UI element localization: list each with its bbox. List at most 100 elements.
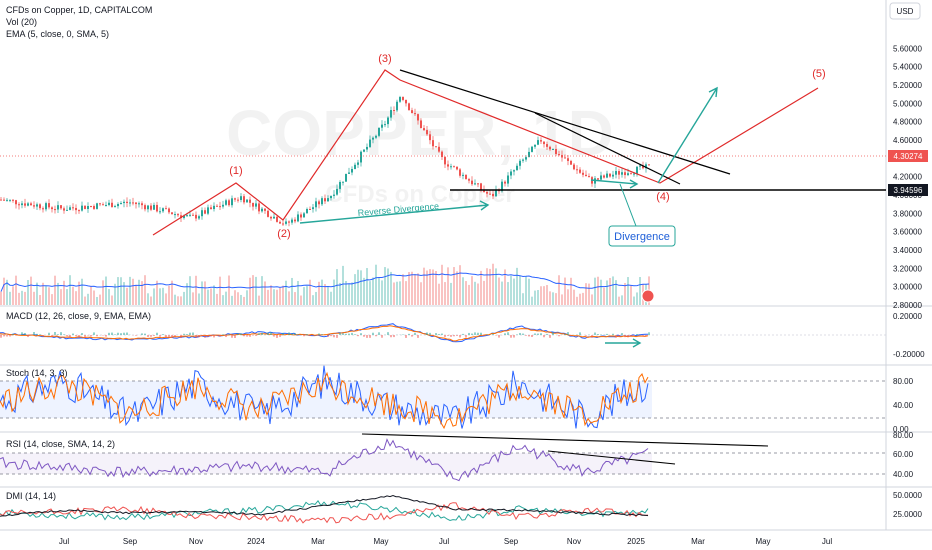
rsi-trendline-short — [547, 450, 676, 465]
arrow-reverse-divergence — [299, 200, 490, 224]
macd-hist-bar — [453, 335, 455, 337]
macd-hist-bar — [144, 333, 146, 335]
volume-bar — [507, 282, 509, 305]
candle-body — [0, 199, 2, 201]
candle-body — [84, 205, 86, 209]
candle-body — [384, 124, 386, 126]
volume-bar — [189, 276, 191, 305]
volume-bar — [609, 277, 611, 305]
candle-body — [177, 214, 179, 216]
time-tick-label: Sep — [504, 537, 519, 546]
volume-bar — [174, 294, 176, 305]
volume-bar — [543, 286, 545, 305]
macd-hist-bar — [147, 335, 149, 338]
macd-hist-bar — [192, 332, 194, 335]
price-tick-label: 2.80000 — [893, 301, 922, 310]
rsi-legend[interactable]: RSI (14, close, SMA, 14, 2) — [6, 439, 115, 449]
candle-body — [144, 205, 146, 210]
wave-5-label: (5) — [812, 68, 825, 80]
candle-body — [444, 157, 446, 165]
candle-body — [387, 117, 389, 125]
macd-hist-bar — [492, 333, 494, 335]
candle-body — [495, 189, 497, 197]
macd-hist-bar — [648, 332, 650, 335]
macd-hist-bar — [447, 335, 449, 336]
macd-hist-bar — [186, 334, 188, 335]
indicator-tick-label: 40.00 — [893, 401, 914, 410]
volume-bar — [492, 263, 494, 305]
macd-hist-bar — [327, 335, 329, 337]
rsi-line — [0, 438, 649, 482]
indicator-tick-label: 25.0000 — [893, 510, 922, 519]
volume-bar — [96, 296, 98, 305]
candle-body — [327, 198, 329, 202]
candle-body — [3, 199, 5, 201]
price-tick-label: 3.20000 — [893, 264, 922, 273]
price-axis[interactable]: 5.60000 5.40000 5.20000 5.00000 4.80000 4.600… — [893, 44, 922, 310]
candle-body — [324, 198, 326, 202]
candle-body — [291, 219, 293, 223]
dmi-legend[interactable]: DMI (14, 14) — [6, 491, 56, 501]
candle-body — [390, 110, 392, 118]
wave-4-label: (4) — [656, 191, 669, 203]
volume-bar — [171, 280, 173, 305]
macd-hist-bar — [438, 334, 440, 335]
time-axis[interactable]: Jul Sep Nov 2024 Mar May Jul Sep Nov 2025 Mar May Ju… — [59, 537, 832, 546]
volume-bar — [15, 275, 17, 305]
indicator-tick-label: -0.20000 — [893, 350, 925, 359]
macd-hist-bar — [12, 333, 14, 335]
macd-hist-bar — [174, 335, 176, 337]
volume-bar — [390, 271, 392, 305]
stoch-legend[interactable]: Stoch (14, 3, 3) — [6, 368, 68, 378]
macd-hist-bar — [150, 335, 152, 337]
volume-bar — [120, 277, 122, 305]
ema-legend[interactable]: EMA (5, close, 0, SMA, 5) — [6, 29, 109, 39]
volume-bar — [285, 280, 287, 305]
candle-body — [126, 201, 128, 204]
macd-hist-bar — [597, 334, 599, 335]
volume-bar — [312, 295, 314, 305]
candle-body — [417, 114, 419, 121]
volume-bar — [453, 267, 455, 305]
candle-body — [615, 171, 617, 175]
candle-body — [480, 183, 482, 190]
volume-bar — [486, 268, 488, 305]
macd-hist-bar — [216, 335, 218, 336]
candle-body — [249, 199, 251, 203]
macd-hist-bar — [6, 335, 8, 337]
volume-bar — [387, 268, 389, 305]
macd-hist-bar — [348, 333, 350, 335]
volume-bar — [78, 281, 80, 305]
volume-legend[interactable]: Vol (20) — [6, 17, 37, 27]
symbol-title[interactable]: CFDs on Copper, 1D, CAPITALCOM — [6, 5, 152, 15]
volume-bar — [339, 282, 341, 305]
candle-body — [120, 203, 122, 205]
candle-body — [165, 208, 167, 210]
volume-bar — [153, 288, 155, 305]
candle-body — [642, 165, 644, 169]
candle-body — [351, 169, 353, 173]
volume-bar — [216, 293, 218, 305]
candle-body — [612, 174, 614, 177]
volume-bar — [201, 281, 203, 305]
candle-body — [585, 174, 587, 177]
macd-hist-bar — [276, 335, 278, 338]
volume-bar — [183, 291, 185, 305]
volume-bar — [192, 292, 194, 305]
macd-hist-bar — [459, 335, 461, 338]
macd-legend[interactable]: MACD (12, 26, close, 9, EMA, EMA) — [6, 311, 151, 321]
candle-body — [222, 204, 224, 207]
candle-body — [153, 204, 155, 210]
candle-body — [609, 173, 611, 177]
volume-bar — [516, 267, 518, 305]
volume-bar — [117, 277, 119, 305]
dmi-minus-line — [0, 502, 649, 524]
volume-bar — [444, 282, 446, 305]
candle-body — [573, 164, 575, 170]
us-flag-icon[interactable] — [641, 289, 655, 303]
currency-button[interactable] — [889, 2, 921, 20]
macd-hist-bar — [522, 333, 524, 335]
candle-body — [189, 214, 191, 216]
candle-body — [309, 208, 311, 210]
macd-hist-bar — [351, 332, 353, 335]
